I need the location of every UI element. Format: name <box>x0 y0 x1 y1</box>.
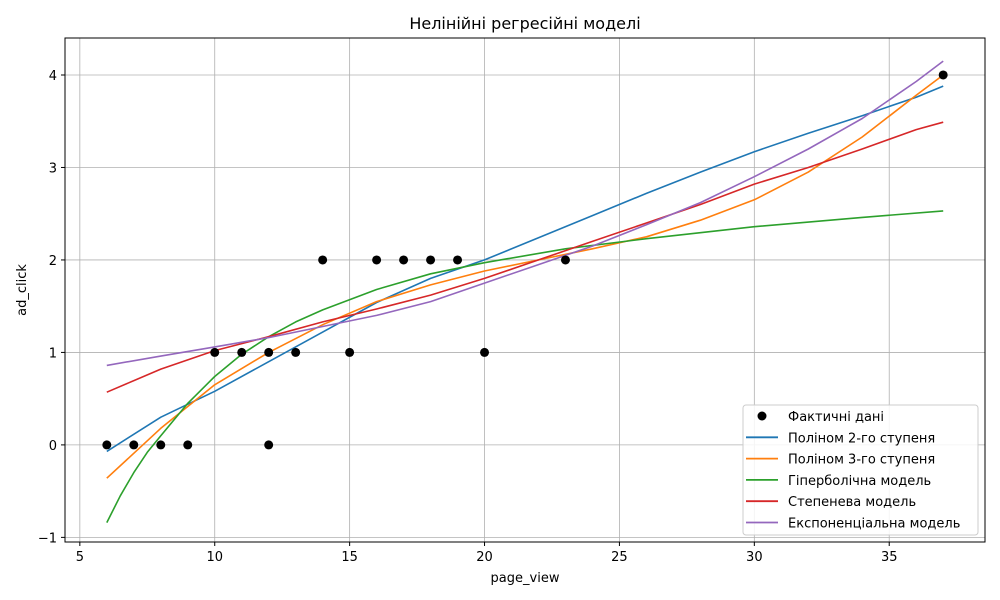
x-tick-label: 20 <box>476 550 493 565</box>
scatter-points <box>102 70 948 450</box>
y-tick-label: −1 <box>38 531 57 546</box>
y-axis-label: ad_click <box>15 264 30 316</box>
data-point <box>480 347 490 357</box>
x-axis-label: page_view <box>491 571 560 586</box>
legend: Фактичні дані Поліном 2-го ступеня Поліном… <box>742 404 979 536</box>
x-tick-label: 30 <box>746 550 763 565</box>
data-point <box>237 347 247 357</box>
data-point <box>291 347 301 357</box>
data-point <box>183 440 193 450</box>
x-tick-label: 5 <box>76 550 84 565</box>
legend-label-3: Гіперболічна модель <box>788 474 931 489</box>
data-point <box>453 255 463 265</box>
data-point <box>560 255 570 265</box>
legend-label-5: Експоненціальна модель <box>788 517 960 532</box>
data-point <box>102 440 112 450</box>
series-line-3 <box>106 210 944 523</box>
plot-frame <box>64 37 986 543</box>
data-point <box>318 255 328 265</box>
data-point <box>156 440 166 450</box>
legend-label-2: Поліном 3-го ступеня <box>788 453 935 468</box>
legend-label-4: Степенева модель <box>788 495 916 510</box>
data-point <box>399 255 409 265</box>
grid <box>65 38 985 542</box>
x-tick-label: 35 <box>881 550 898 565</box>
legend-label-scatter: Фактичні дані <box>788 410 884 425</box>
axis-ticks: 5 10 15 20 25 30 35 −1 0 1 2 3 4 <box>38 69 898 565</box>
y-tick-label: 2 <box>49 254 57 269</box>
legend-box <box>742 404 979 536</box>
regression-curves <box>106 60 944 523</box>
x-tick-label: 15 <box>341 550 358 565</box>
x-tick-label: 10 <box>206 550 223 565</box>
data-point <box>372 255 382 265</box>
data-point <box>129 440 139 450</box>
chart-title: Нелінійні регресійні моделі <box>409 14 640 33</box>
y-tick-label: 0 <box>49 439 57 454</box>
y-tick-label: 3 <box>49 161 57 176</box>
series-line-4 <box>106 121 944 393</box>
data-point <box>345 347 355 357</box>
data-point <box>264 347 274 357</box>
legend-label-1: Поліном 2-го ступеня <box>788 431 935 446</box>
data-point <box>426 255 436 265</box>
y-tick-label: 4 <box>49 69 57 84</box>
data-point <box>938 70 948 80</box>
series-line-1 <box>106 85 944 453</box>
data-point <box>264 440 274 450</box>
x-tick-label: 25 <box>611 550 628 565</box>
series-line-5 <box>106 60 944 367</box>
y-tick-label: 1 <box>49 346 57 361</box>
legend-marker-scatter <box>757 411 767 421</box>
data-point <box>210 347 220 357</box>
